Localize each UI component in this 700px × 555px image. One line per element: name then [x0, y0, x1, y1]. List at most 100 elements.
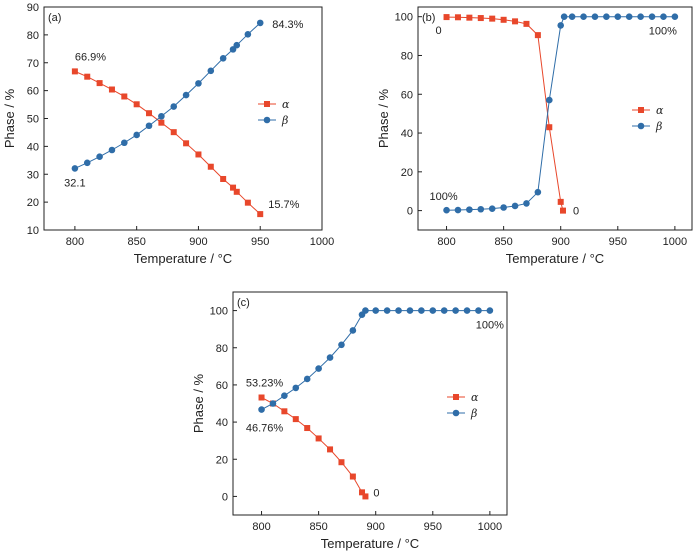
data-point-a-alpha-8	[170, 129, 177, 136]
legend-label-c-1: β	[470, 407, 477, 420]
data-point-b-beta-17	[625, 13, 633, 20]
data-point-a-beta-1	[83, 159, 91, 167]
data-point-c-alpha-5	[315, 435, 322, 442]
x-axis-title-c: Temperature / °C	[321, 536, 419, 551]
x-axis-title-b: Temperature / °C	[506, 251, 604, 266]
annotation-b-0: 0	[435, 25, 441, 37]
data-point-a-alpha-12	[220, 175, 227, 182]
data-point-b-alpha-3	[477, 15, 484, 22]
annotation-c-2: 100%	[476, 320, 504, 332]
data-point-c-alpha-0	[258, 394, 265, 401]
legend-label-c-0: α	[471, 391, 479, 404]
x-tick-label-a-3: 950	[251, 236, 269, 248]
data-point-b-beta-2	[466, 206, 473, 213]
data-point-a-beta-9	[182, 91, 190, 99]
data-point-a-beta-15	[244, 31, 252, 38]
data-point-c-beta-4	[303, 375, 311, 383]
y-tick-label-c-2: 40	[216, 417, 228, 429]
data-point-a-beta-12	[219, 54, 227, 62]
annotation-c-3: 0	[373, 487, 379, 499]
x-tick-label-b-1: 850	[494, 236, 512, 248]
data-point-a-alpha-9	[183, 140, 190, 147]
data-point-c-alpha-4	[304, 425, 311, 432]
data-point-b-alpha-11	[559, 207, 566, 214]
data-point-b-beta-10	[557, 22, 565, 29]
legend-label-a-0: α	[282, 98, 290, 111]
data-point-c-beta-10	[362, 307, 369, 314]
series-line-b-beta	[446, 16, 675, 211]
data-point-c-beta-19	[463, 307, 471, 314]
y-tick-label-a-6: 70	[27, 58, 39, 70]
x-tick-label-b-3: 950	[609, 236, 627, 248]
y-tick-label-a-4: 50	[27, 114, 39, 126]
data-point-c-beta-1	[269, 400, 277, 407]
data-point-b-alpha-7	[523, 20, 530, 27]
x-tick-label-a-0: 800	[66, 236, 84, 248]
data-point-a-alpha-6	[146, 110, 153, 117]
data-point-b-beta-19	[648, 13, 656, 20]
data-point-b-alpha-5	[500, 16, 507, 23]
data-point-c-beta-20	[475, 307, 482, 314]
data-point-a-beta-6	[145, 122, 153, 130]
data-point-b-alpha-2	[466, 14, 473, 21]
data-point-c-alpha-10	[362, 493, 369, 500]
data-point-b-beta-0	[443, 206, 450, 214]
y-tick-label-a-2: 30	[27, 169, 39, 181]
data-point-a-alpha-4	[121, 93, 128, 100]
data-point-a-beta-3	[108, 146, 116, 154]
data-point-c-beta-14	[406, 307, 414, 314]
data-point-b-beta-5	[500, 204, 507, 211]
annotation-b-2: 100%	[429, 191, 457, 203]
data-point-b-alpha-9	[546, 124, 553, 131]
annotation-a-2: 32.1	[64, 177, 85, 189]
data-point-c-beta-2	[281, 392, 288, 399]
data-point-b-beta-9	[545, 96, 553, 104]
annotation-a-1: 84.3%	[272, 19, 303, 31]
data-point-a-alpha-2	[96, 80, 103, 87]
y-tick-label-b-3: 60	[401, 89, 413, 101]
panel-label-c: (c)	[237, 297, 250, 309]
data-point-a-beta-5	[133, 131, 140, 139]
data-point-b-alpha-10	[557, 198, 564, 205]
legend-label-b-0: α	[656, 104, 664, 117]
y-tick-label-a-7: 80	[27, 30, 39, 42]
panel-label-b: (b)	[422, 12, 435, 24]
data-point-c-beta-8	[349, 327, 357, 334]
data-point-a-alpha-13	[230, 184, 237, 191]
x-tick-label-c-3: 950	[424, 521, 442, 533]
y-tick-label-b-2: 40	[401, 128, 413, 140]
y-tick-label-b-4: 80	[401, 50, 413, 62]
x-tick-label-b-2: 900	[552, 236, 570, 248]
y-tick-label-b-0: 0	[407, 206, 413, 218]
annotation-b-3: 0	[573, 206, 579, 218]
data-point-b-beta-1	[454, 206, 462, 214]
plot-frame-c	[232, 291, 508, 516]
data-point-c-alpha-3	[292, 416, 299, 423]
data-point-c-alpha-8	[349, 473, 356, 480]
data-point-c-alpha-6	[327, 446, 334, 453]
data-point-b-beta-12	[568, 13, 576, 20]
legend-marker-a-1	[263, 116, 271, 124]
data-point-a-alpha-10	[195, 151, 202, 158]
data-point-b-beta-7	[523, 200, 530, 207]
x-tick-label-b-4: 1000	[663, 236, 687, 248]
y-tick-label-a-3: 40	[27, 141, 39, 153]
data-point-a-alpha-15	[244, 199, 251, 206]
series-line-c-alpha	[261, 397, 366, 497]
data-point-a-alpha-14	[233, 188, 240, 195]
x-tick-label-c-4: 1000	[478, 521, 502, 533]
y-axis-title-c: Phase / %	[191, 373, 206, 433]
annotation-a-3: 15.7%	[268, 199, 299, 211]
data-point-a-beta-10	[195, 80, 202, 87]
y-tick-label-a-0: 10	[27, 225, 39, 237]
y-tick-label-c-5: 100	[210, 306, 228, 318]
legend-marker-a-0	[264, 101, 270, 107]
x-tick-label-c-1: 850	[309, 521, 327, 533]
data-point-a-alpha-16	[257, 211, 264, 218]
data-point-a-beta-2	[96, 153, 103, 160]
data-point-c-alpha-7	[338, 459, 345, 466]
x-tick-label-c-0: 800	[252, 521, 270, 533]
